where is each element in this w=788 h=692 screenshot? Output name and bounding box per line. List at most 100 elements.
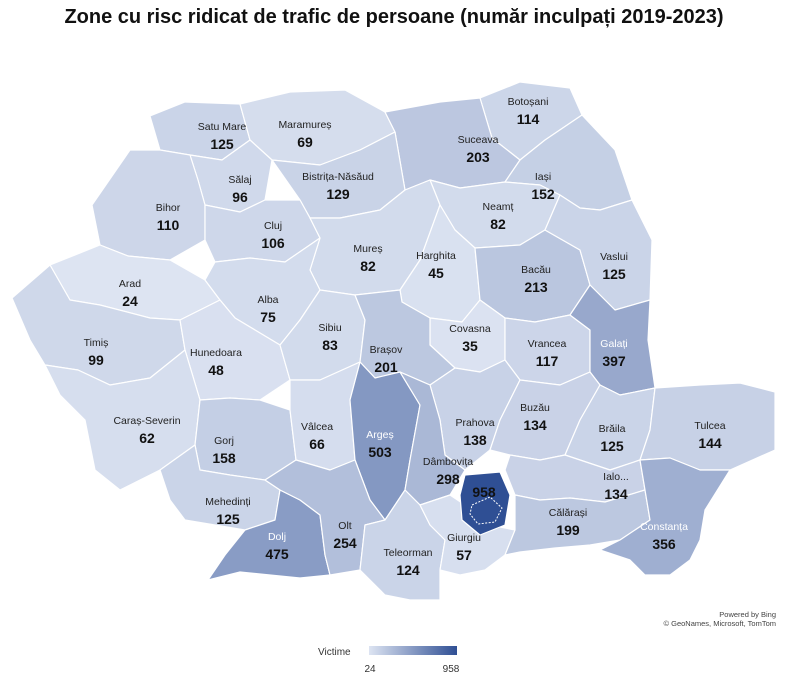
county-name-mehedinti: Mehedinți [205, 496, 251, 508]
county-value-salaj: 96 [232, 189, 248, 205]
bucharest-outline [469, 496, 503, 525]
county-name-galati: Galați [600, 338, 627, 350]
county-region-olt [264, 459, 386, 576]
county-name-constanta: Constanța [640, 521, 688, 533]
county-label-calarasi: Călărași 199 [549, 507, 588, 538]
county-label-iasi: Iași 152 [531, 171, 555, 202]
county-region-bucuresti [459, 471, 511, 536]
county-label-salaj: Sălaj 96 [228, 174, 251, 205]
county-value-covasna: 35 [462, 338, 478, 354]
county-value-mehedinti: 125 [216, 511, 240, 527]
county-name-timis: Timiș [84, 337, 109, 349]
county-label-vaslui: Vaslui 125 [600, 251, 628, 282]
county-name-vaslui: Vaslui [600, 251, 628, 263]
county-name-buzau: Buzău [520, 402, 550, 414]
county-label-alba: Alba 75 [257, 294, 278, 325]
county-label-mures: Mureș 82 [353, 243, 382, 274]
county-value-maramures: 69 [297, 134, 313, 150]
county-value-calarasi: 199 [556, 522, 580, 538]
county-label-sibiu: Sibiu 83 [318, 322, 342, 353]
county-label-olt: Olt 254 [333, 520, 357, 551]
county-name-olt: Olt [338, 520, 352, 532]
map-attribution: Powered by Bing © GeoNames, Microsoft, T… [664, 610, 777, 628]
county-regions [11, 81, 776, 601]
county-value-brasov: 201 [374, 359, 398, 375]
county-name-botosani: Botoșani [508, 96, 549, 108]
county-value-bucuresti: 958 [472, 484, 496, 500]
county-region-gorj [194, 397, 297, 481]
attribution-powered-by: Powered by Bing [719, 610, 776, 619]
county-label-arad: Arad 24 [119, 278, 141, 309]
county-name-bihor: Bihor [156, 202, 181, 214]
county-value-valcea: 66 [309, 436, 325, 452]
county-name-suceava: Suceava [458, 134, 499, 146]
county-label-dambovita: Dâmbovița 298 [423, 456, 473, 487]
county-value-bacau: 213 [524, 279, 548, 295]
county-value-dolj: 475 [265, 546, 289, 562]
county-label-satu-mare: Satu Mare 125 [198, 121, 247, 152]
county-name-giurgiu: Giurgiu [447, 532, 481, 544]
county-value-vaslui: 125 [602, 266, 626, 282]
county-label-bihor: Bihor 110 [156, 202, 181, 233]
county-value-botosani: 114 [517, 111, 540, 127]
county-value-giurgiu: 57 [456, 547, 472, 563]
county-value-cluj: 106 [261, 235, 285, 251]
county-name-ialo: Ialo... [603, 471, 629, 483]
county-name-tulcea: Tulcea [694, 420, 725, 432]
county-label-mehedinti: Mehedinți 125 [205, 496, 251, 527]
county-value-galati: 397 [602, 353, 626, 369]
county-value-timis: 99 [88, 352, 104, 368]
county-label-cluj: Cluj 106 [261, 220, 285, 251]
county-name-covasna: Covasna [449, 323, 491, 335]
county-value-satu-mare: 125 [210, 136, 234, 152]
county-value-arges: 503 [368, 444, 392, 460]
map-title: Zone cu risc ridicat de trafic de persoa… [64, 6, 724, 28]
county-label-vrancea: Vrancea 117 [528, 338, 567, 369]
legend-title: Victime [318, 647, 351, 658]
county-label-brasov: Brașov 201 [370, 344, 403, 375]
county-value-prahova: 138 [463, 432, 487, 448]
county-label-prahova: Prahova 138 [455, 417, 494, 448]
county-name-teleorman: Teleorman [383, 547, 432, 559]
county-name-mures: Mureș [353, 243, 382, 255]
county-name-maramures: Maramureș [278, 119, 331, 131]
county-value-hunedoara: 48 [208, 362, 224, 378]
county-label-dolj: Dolj 475 [265, 531, 289, 562]
county-value-bistrita-nasaud: 129 [326, 186, 350, 202]
county-value-alba: 75 [260, 309, 276, 325]
county-label-valcea: Vâlcea 66 [301, 421, 333, 452]
county-label-buzau: Buzău 134 [520, 402, 550, 433]
county-region-vrancea [504, 314, 591, 386]
county-name-caras-severin: Caraș-Severin [113, 415, 180, 427]
county-name-neamt: Neamț [483, 201, 514, 213]
county-value-gorj: 158 [212, 450, 236, 466]
county-label-hunedoara: Hunedoara 48 [190, 347, 242, 378]
county-value-sibiu: 83 [322, 337, 338, 353]
county-label-tulcea: Tulcea 144 [694, 420, 725, 451]
county-label-gorj: Gorj 158 [212, 435, 236, 466]
county-value-dambovita: 298 [436, 471, 460, 487]
county-label-ialo: Ialo... 134 [603, 471, 629, 502]
county-value-tulcea: 144 [698, 435, 722, 451]
county-label-giurgiu: Giurgiu 57 [447, 532, 481, 563]
county-name-dolj: Dolj [268, 531, 286, 543]
county-value-vrancea: 117 [536, 353, 559, 369]
county-name-prahova: Prahova [455, 417, 494, 429]
county-label-arges: Argeș 503 [366, 429, 393, 460]
county-name-harghita: Harghita [416, 250, 456, 262]
county-label-botosani: Botoșani 114 [508, 96, 549, 127]
county-name-satu-mare: Satu Mare [198, 121, 247, 133]
county-label-constanta: Constanța 356 [640, 521, 688, 552]
county-name-hunedoara: Hunedoara [190, 347, 242, 359]
attribution-copyright: © GeoNames, Microsoft, TomTom [663, 619, 777, 628]
county-name-calarasi: Călărași [549, 507, 588, 519]
county-value-constanta: 356 [652, 536, 676, 552]
bucharest-inner-boundary [469, 496, 503, 525]
county-name-valcea: Vâlcea [301, 421, 333, 433]
county-value-suceava: 203 [466, 149, 490, 165]
county-label-caras-severin: Caraș-Severin 62 [113, 415, 180, 446]
color-legend: Victime 24 958 [0, 640, 788, 690]
county-label-bistrita-nasaud: Bistrița-Năsăud 129 [302, 171, 374, 202]
